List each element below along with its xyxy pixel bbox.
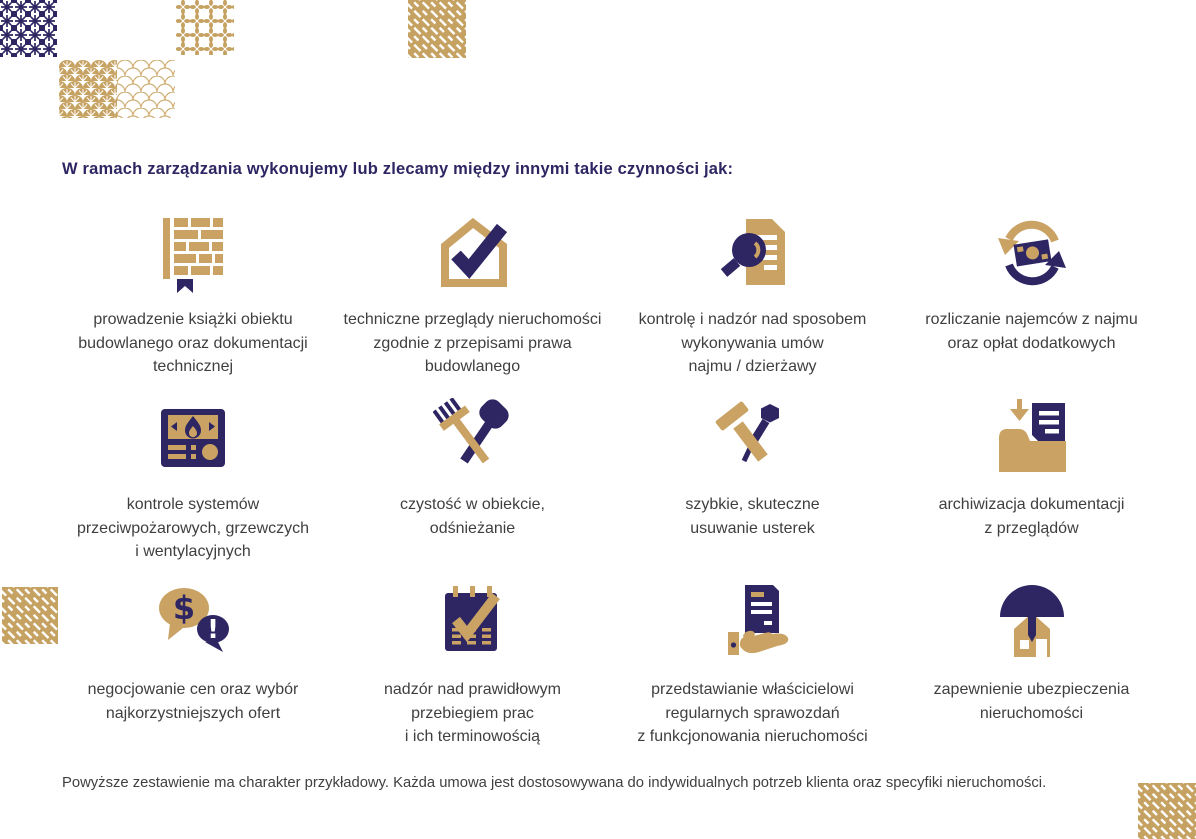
gold-diamond-pattern-tile: [176, 0, 234, 55]
navy-floral-pattern-tile: [0, 0, 57, 57]
service-item-work-supervision: nadzór nad prawidłowym przebiegiem prac i …: [332, 582, 613, 767]
umbrella-house-icon: [992, 582, 1072, 664]
footer-note: Powyższe zestawienie ma charakter przykł…: [62, 775, 1047, 791]
service-caption: kontrolę i nadzór nad sposobem wykonywani…: [638, 311, 867, 375]
service-item-insurance: zapewnienie ubezpieczenia nieruchomości: [892, 582, 1171, 767]
service-item-archiving: archiwizacja dokumentacji z przeglądów: [892, 397, 1171, 582]
document-magnifier-icon: [713, 212, 793, 294]
building-logbook-icon: [153, 212, 233, 294]
broom-shovel-icon: [432, 397, 513, 479]
gold-shell-pattern-tile: [59, 60, 117, 118]
service-caption: archiwizacja dokumentacji z przeglądów: [938, 496, 1125, 537]
service-item-tenant-settlements: rozliczanie najemców z najmu oraz opłat d…: [892, 212, 1171, 397]
control-panel-icon: [153, 397, 233, 479]
service-item-contracts-control: kontrolę i nadzór nad sposobem wykonywani…: [613, 212, 892, 397]
service-item-house-check: techniczne przeglądy nieruchomości zgodni…: [332, 212, 613, 397]
money-cycle-icon: [992, 212, 1072, 294]
page-title: W ramach zarządzania wykonujemy lub zlec…: [62, 160, 734, 178]
service-item-systems-control: kontrole systemów przeciwpożarowych, grze…: [54, 397, 332, 582]
service-item-negotiation: $ ! negocjowanie cen oraz wybór najkorzys…: [54, 582, 332, 767]
service-item-cleaning: czystość w obiekcie, odśnieżanie: [332, 397, 613, 582]
gold-scale-pattern-tile: [117, 60, 175, 118]
hammer-screwdriver-icon: [713, 397, 793, 479]
service-caption: techniczne przeglądy nieruchomości zgodni…: [343, 311, 602, 375]
service-item-building-logbook: prowadzenie książki obiektu budowlanego o…: [54, 212, 332, 397]
services-grid: prowadzenie książki obiektu budowlanego o…: [54, 212, 1171, 767]
service-item-owner-reports: przedstawianie właścicielowi regularnych …: [613, 582, 892, 767]
gold-fret-pattern-tile: [1138, 783, 1196, 839]
archive-folder-icon: [992, 397, 1072, 479]
svg-text:$: $: [173, 589, 195, 627]
house-check-icon: [433, 212, 513, 294]
gold-fret-pattern-tile: [408, 0, 466, 58]
service-caption: negocjowanie cen oraz wybór najkorzystnie…: [87, 681, 299, 722]
report-hand-icon: [713, 582, 793, 664]
gold-fret-pattern-tile: [2, 587, 58, 644]
service-caption: rozliczanie najemców z najmu oraz opłat d…: [925, 311, 1138, 352]
svg-text:!: !: [207, 615, 219, 645]
service-caption: przedstawianie właścicielowi regularnych …: [637, 681, 868, 745]
calendar-check-icon: [433, 582, 513, 664]
service-caption: zapewnienie ubezpieczenia nieruchomości: [933, 681, 1130, 722]
service-caption: czystość w obiekcie, odśnieżanie: [400, 496, 545, 537]
negotiation-chat-icon: $ !: [153, 582, 233, 664]
service-caption: kontrole systemów przeciwpożarowych, grze…: [76, 496, 310, 560]
service-caption: nadzór nad prawidłowym przebiegiem prac i …: [384, 681, 561, 745]
service-caption: prowadzenie książki obiektu budowlanego o…: [78, 311, 308, 375]
service-caption: szybkie, skuteczne usuwanie usterek: [685, 496, 820, 537]
service-item-repairs: szybkie, skuteczne usuwanie usterek: [613, 397, 892, 582]
